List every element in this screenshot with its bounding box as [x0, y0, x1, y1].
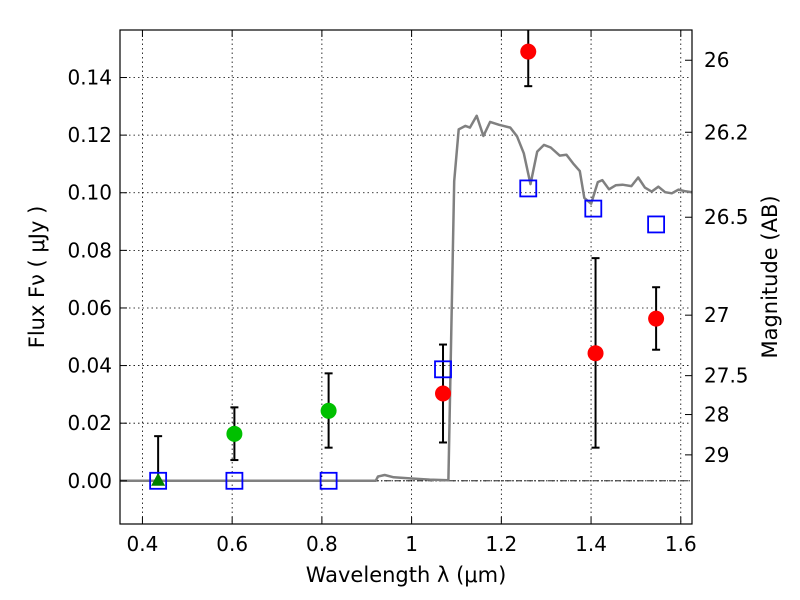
right-tick-label: 28: [704, 403, 729, 427]
grid: [120, 30, 692, 524]
y-tick-label: 0.04: [67, 354, 112, 378]
right-tick-label: 26.2: [704, 120, 749, 144]
x-tick-label: 0.4: [127, 532, 159, 556]
x-tick-label: 0.8: [306, 532, 338, 556]
y-tick-label: 0.02: [67, 411, 112, 435]
x-tick-label: 0.6: [216, 532, 248, 556]
model-flux-marker: [647, 215, 666, 234]
y-tick-label: 0.00: [67, 469, 112, 493]
model-flux-marker: [225, 471, 244, 490]
y-axis-title: Flux Fν ( μJy ): [25, 206, 49, 349]
flux-point-marker: [520, 43, 537, 60]
x-tick-label: 1: [405, 532, 418, 556]
x-axis-title: Wavelength λ (μm): [306, 563, 507, 587]
x-tick-label: 1.2: [485, 532, 517, 556]
right-tick-label: 26.5: [704, 205, 749, 229]
right-tick-label: 26: [704, 48, 729, 72]
model-flux-marker: [434, 360, 452, 379]
photometry-markers: [149, 43, 666, 490]
error-bars: [154, 30, 661, 482]
right-tick-label: 29: [704, 443, 729, 467]
template-spectrum-line: [120, 114, 693, 483]
axis-ticks: 0.4 0.6 0.8 1 1.2 1.4 1.6 0.00 0.02 0.04 0.06 0.08 0…: [67, 30, 749, 556]
flux-point-marker: [320, 402, 337, 419]
model-flux-marker: [584, 199, 603, 218]
right-tick-label: 27.5: [704, 364, 749, 388]
template-spectrum: [120, 114, 693, 483]
flux-point-marker: [226, 425, 243, 442]
model-flux-marker: [519, 179, 538, 198]
y-tick-label: 0.08: [67, 238, 112, 262]
upper-limit-marker: [151, 472, 166, 486]
model-flux-marker: [319, 471, 338, 490]
y-tick-label: 0.06: [67, 296, 112, 320]
x-tick-label: 1.6: [665, 532, 697, 556]
model-flux-marker: [149, 471, 168, 490]
y-tick-label: 0.14: [67, 66, 112, 90]
right-tick-label: 27: [704, 303, 729, 327]
right-axis-title: Magnitude (AB): [758, 195, 782, 358]
y-tick-label: 0.12: [67, 123, 112, 147]
flux-point-marker: [648, 310, 665, 327]
flux-point-marker: [587, 345, 604, 362]
y-tick-label: 0.10: [67, 181, 112, 205]
x-tick-label: 1.4: [575, 532, 607, 556]
flux-point-marker: [435, 385, 452, 402]
plot-frame: [119, 29, 693, 525]
